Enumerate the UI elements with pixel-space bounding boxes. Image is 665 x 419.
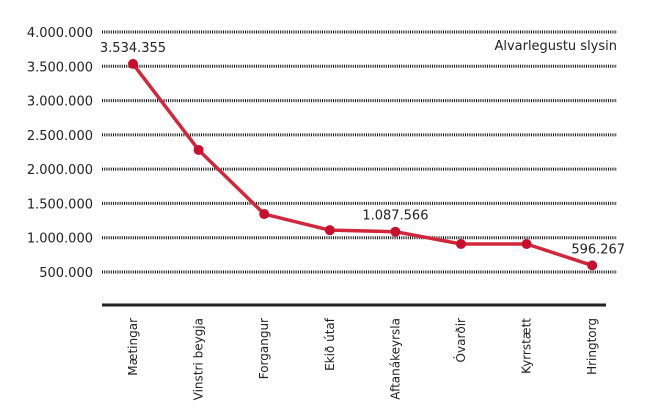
y-tick-label: 3.000.000 [27,95,93,110]
y-axis-ticks: 500.000 1.000.000 1.500.000 2.000.000 2.500.… [27,26,93,281]
y-tick-label: 4.000.000 [27,26,93,41]
x-tick-label: Vinstri beygja [192,318,206,400]
x-tick-label: Hringtorg [585,318,599,375]
x-tick-label: Aftanákeyrsla [388,318,402,400]
y-tick-label: 1.500.000 [27,197,93,212]
x-tick-label: Ekið útaf [323,317,337,371]
data-point [390,226,401,237]
y-tick-label: 3.500.000 [27,60,93,75]
x-tick-label: Forgangur [257,318,271,379]
data-label: 596.267 [571,242,625,257]
series-path [131,62,593,268]
series-line [128,58,598,271]
data-point [324,225,335,236]
x-tick-label: Óvarðir [453,318,468,363]
data-point [128,58,138,69]
x-tick-label: Kyrrstætt [520,318,534,374]
data-point [587,260,598,271]
data-labels: 3.534.355 1.087.566 596.267 [100,41,625,257]
data-point [521,239,532,250]
data-point [259,209,270,220]
data-point [456,239,466,250]
data-label: 1.087.566 [362,209,428,224]
chart-title: Alvarlegustu slysin [494,39,617,54]
y-tick-label: 500.000 [39,266,93,281]
y-tick-label: 2.500.000 [27,129,93,144]
y-tick-label: 2.000.000 [27,163,93,178]
data-point [193,144,204,155]
x-axis-labels: Mætingar Vinstri beygja Forgangur Ekið útaf… [126,317,599,400]
y-tick-label: 1.000.000 [27,232,93,247]
x-tick-label: Mætingar [126,318,140,376]
gridlines [102,30,617,274]
data-label: 3.534.355 [100,41,166,56]
